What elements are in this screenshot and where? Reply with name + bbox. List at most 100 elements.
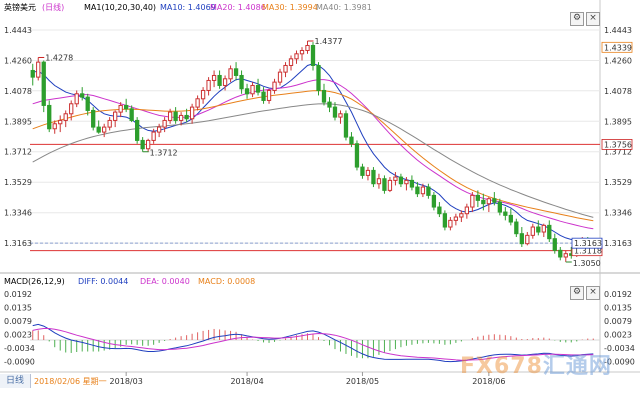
price-badge: 1.4339 xyxy=(604,43,632,52)
candle-body xyxy=(206,79,211,91)
candle-body xyxy=(288,58,294,66)
macd-settings-button[interactable]: ⚙ xyxy=(570,286,584,300)
candle-body xyxy=(525,234,530,245)
watermark-brand: FX678 xyxy=(460,354,543,379)
macd-tick-right: 0.0192 xyxy=(604,290,632,299)
candle-body xyxy=(470,194,475,208)
candle-body xyxy=(541,224,546,233)
candle-body xyxy=(426,186,431,196)
ma20-legend: MA20: 1.4086 xyxy=(210,3,266,12)
candle-body xyxy=(530,226,535,236)
close-icon[interactable]: × xyxy=(586,12,600,26)
candle-body xyxy=(459,213,464,218)
candle-body xyxy=(145,139,151,150)
candle-body xyxy=(222,78,228,86)
candle-body xyxy=(167,111,173,121)
candle-body xyxy=(217,74,222,86)
candle-body xyxy=(475,194,481,201)
macd-tick-right: -0.0034 xyxy=(604,344,635,353)
cursor-date: 2018/02/06 星期一 xyxy=(34,377,107,386)
candle-body xyxy=(481,199,486,205)
price-tick-left: 1.4443 xyxy=(4,26,32,35)
candle-body xyxy=(36,61,41,78)
price-tick-right: 1.3163 xyxy=(604,239,632,248)
price-legend: 英镑美元 (日线) MA1(10,20,30,40) MA10: 1.4069 … xyxy=(4,2,372,12)
candle-body xyxy=(464,206,470,215)
candle-body xyxy=(437,206,442,215)
date-label: 2018/06 xyxy=(472,377,505,386)
candle-body xyxy=(58,119,63,125)
price-axis: 1.4443 1.4443 1.4260 1.4260 1.4078 1.4078 1.38… xyxy=(4,26,632,248)
macd-panel xyxy=(30,323,600,363)
candle-body xyxy=(184,114,189,120)
candle-body xyxy=(195,98,200,108)
candle-body xyxy=(102,126,107,133)
candle-body xyxy=(327,101,332,108)
macd-tick-left: 0.0079 xyxy=(4,317,32,326)
candle-body xyxy=(492,198,497,203)
watermark: FX678汇通网 xyxy=(460,348,612,380)
settings-button[interactable]: ⚙ xyxy=(570,12,584,26)
macd-close-icon[interactable]: × xyxy=(586,286,600,300)
candle-body xyxy=(382,178,387,191)
candle-body xyxy=(316,64,321,91)
candle-body xyxy=(91,109,96,128)
price-tick-right: 1.3346 xyxy=(604,209,632,218)
price-tick-right: 1.3712 xyxy=(604,148,632,157)
candle-body xyxy=(503,211,508,216)
symbol-title: 英镑美元 xyxy=(4,2,36,12)
period-label: (日线) xyxy=(42,2,64,12)
candle-body xyxy=(233,68,239,76)
candle-body xyxy=(47,104,52,130)
price-tick-left: 1.3346 xyxy=(4,209,32,218)
candle-body xyxy=(299,49,305,55)
macd-tick-right: 0.0023 xyxy=(604,330,632,339)
price-tick-left: 1.4078 xyxy=(4,87,32,96)
candle-body xyxy=(431,194,437,208)
candle-body xyxy=(563,253,568,258)
candle-body xyxy=(354,143,360,168)
price-annotation: 1.4377 xyxy=(315,37,343,46)
price-badge-box xyxy=(601,139,633,150)
candle-body xyxy=(310,44,316,66)
macd-tick-left: 0.0192 xyxy=(4,290,32,299)
dea-legend: DEA: 0.0040 xyxy=(140,277,190,286)
candle-body xyxy=(244,88,250,95)
macd-tick-right: 0.0079 xyxy=(604,317,632,326)
candle-body xyxy=(338,113,343,118)
candle-body xyxy=(448,219,453,228)
candle-body xyxy=(486,198,491,205)
candle-body xyxy=(552,238,557,251)
candle-body xyxy=(305,44,310,51)
price-annotation: 1.4278 xyxy=(45,53,73,62)
candle-body xyxy=(332,106,338,118)
candle-body xyxy=(272,81,277,91)
candle-body xyxy=(239,74,244,90)
price-badge: 1.3163 xyxy=(574,239,602,248)
candle-body xyxy=(349,136,354,145)
candle-body xyxy=(30,69,35,78)
candle-body xyxy=(211,74,217,81)
macd-legend: MACD(26,12,9) DIFF: 0.0044 DEA: 0.0040 M… xyxy=(4,277,255,286)
candle-body xyxy=(393,176,398,181)
candle-body xyxy=(283,64,288,73)
candle-body xyxy=(140,139,145,150)
candle-body xyxy=(415,186,420,195)
ma30-legend: MA30: 1.3994 xyxy=(262,3,318,12)
period-tab[interactable]: 日线 xyxy=(0,374,31,388)
candle-body xyxy=(118,104,123,113)
date-axis: 2018/03 2018/04 2018/05 2018/06 xyxy=(110,372,505,386)
candle-body xyxy=(74,93,79,105)
candle-body xyxy=(124,104,129,110)
price-tick-right: 1.3895 xyxy=(604,117,632,126)
price-badge-box xyxy=(571,237,603,249)
candlesticks xyxy=(30,40,596,262)
diff-legend: DIFF: 0.0044 xyxy=(78,277,128,286)
macd-tick-right: 0.0135 xyxy=(604,304,632,313)
candle-body xyxy=(261,91,266,101)
candle-body xyxy=(536,226,541,233)
price-tick-left: 1.3163 xyxy=(4,239,32,248)
candle-body xyxy=(162,119,167,128)
candle-body xyxy=(508,214,513,223)
